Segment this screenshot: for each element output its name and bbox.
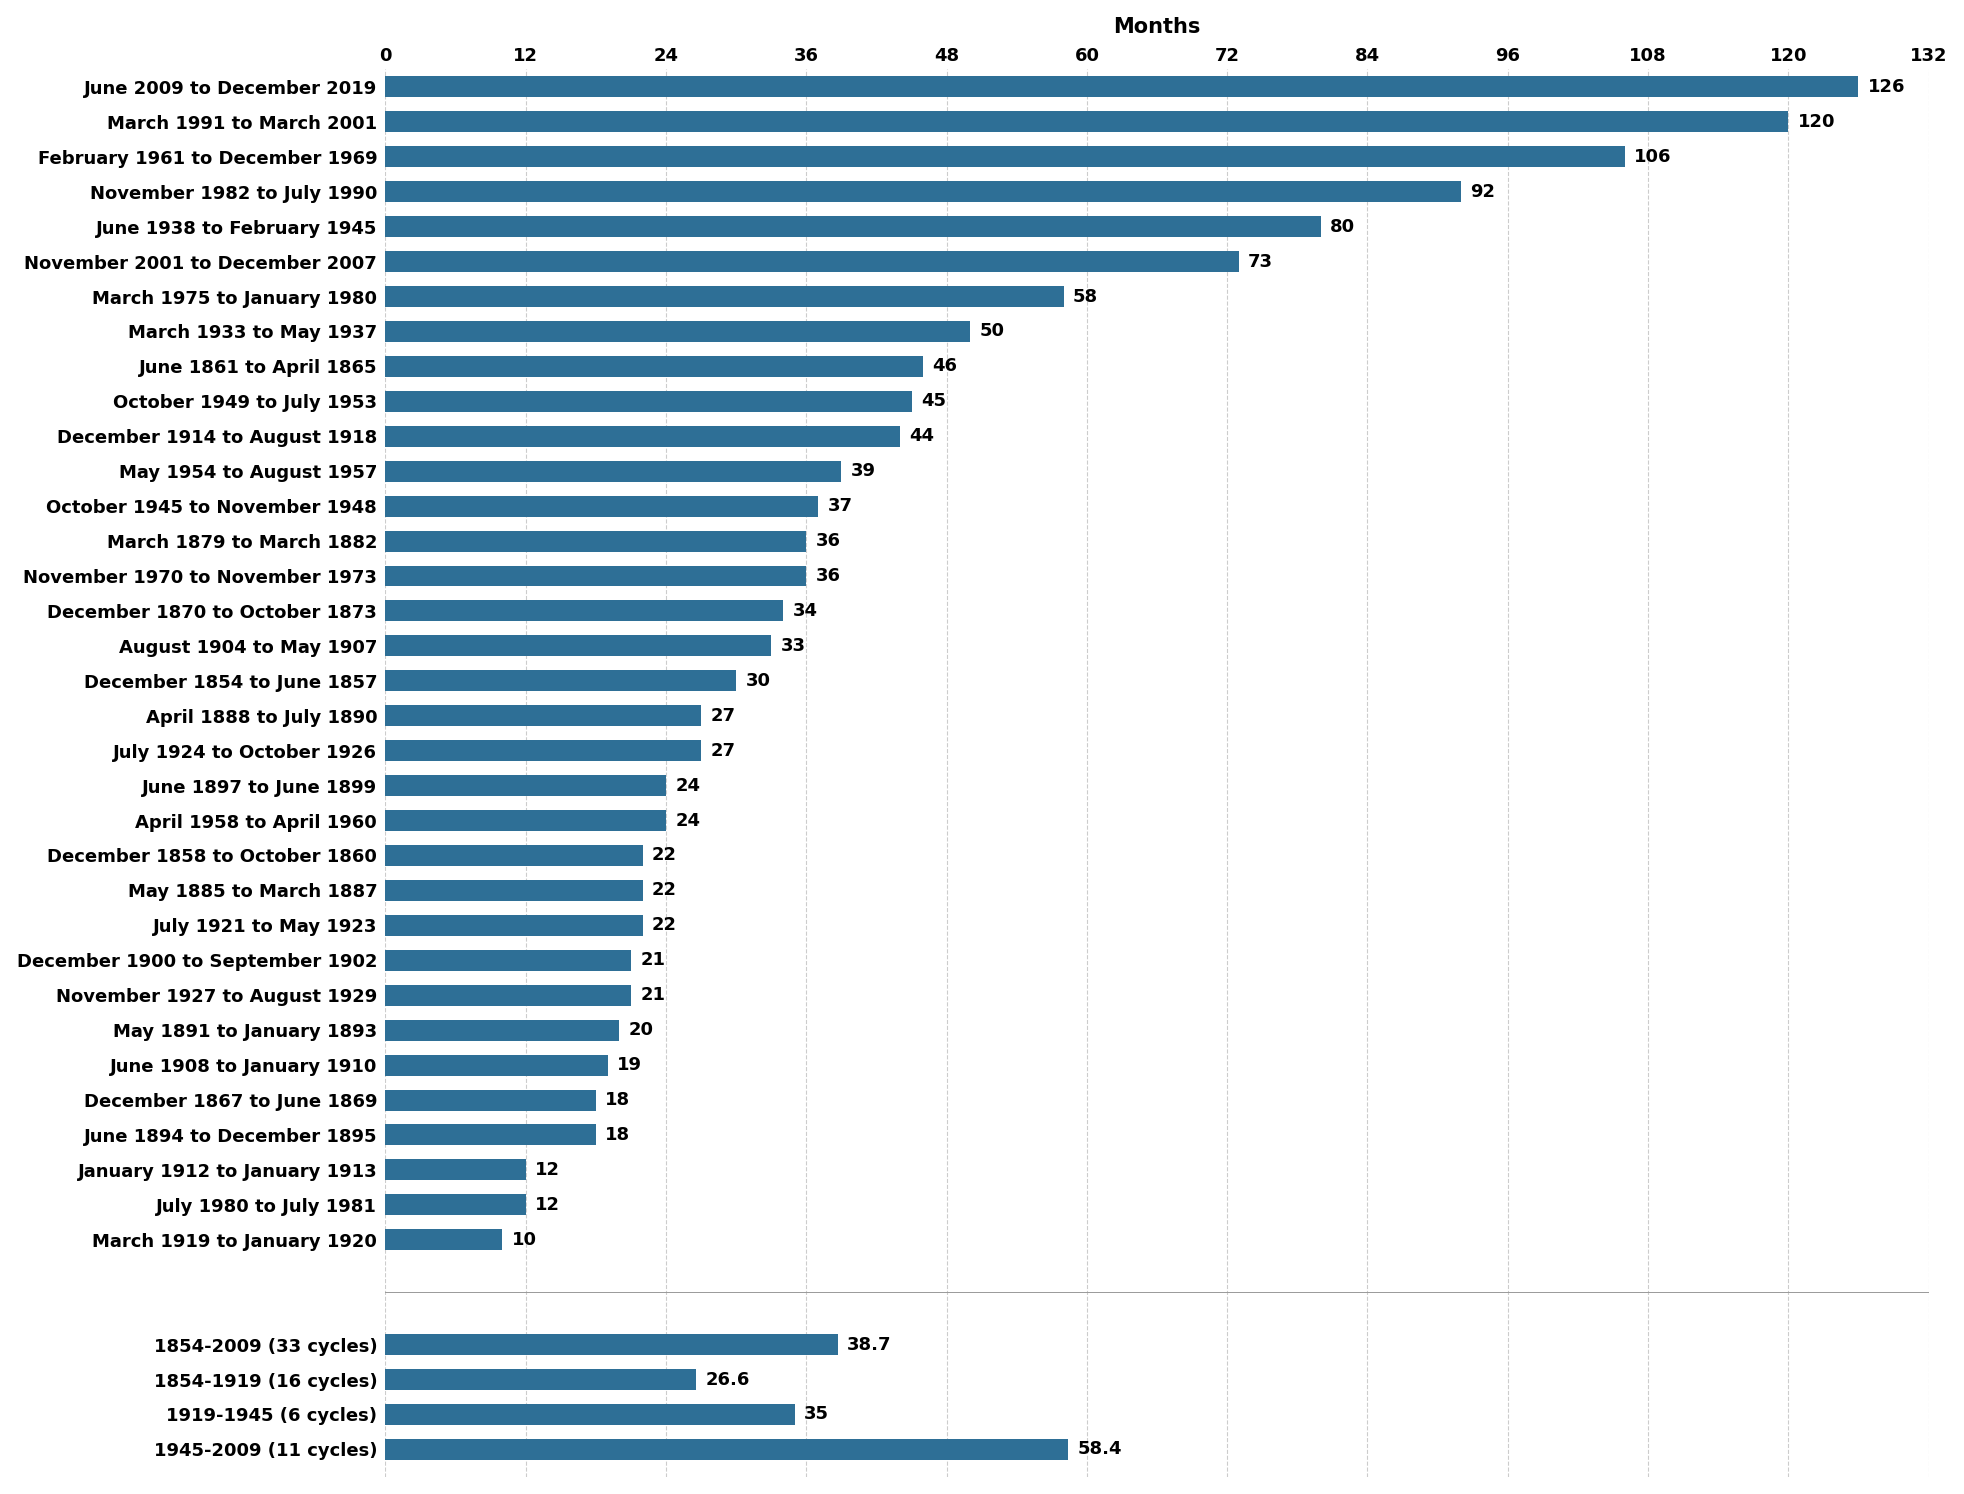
Bar — [385, 217, 1320, 238]
Text: 39: 39 — [850, 462, 876, 480]
Bar — [385, 112, 1789, 133]
Bar — [385, 1159, 526, 1180]
Text: 22: 22 — [652, 916, 678, 934]
Bar — [385, 985, 630, 1005]
Text: 73: 73 — [1249, 252, 1273, 270]
Bar — [385, 460, 841, 481]
Bar — [385, 146, 1624, 167]
Bar — [385, 496, 819, 517]
Text: 27: 27 — [711, 707, 735, 725]
Text: 37: 37 — [827, 498, 852, 515]
Text: 30: 30 — [746, 672, 770, 690]
Bar — [385, 705, 701, 726]
Text: 33: 33 — [780, 636, 805, 654]
Text: 36: 36 — [815, 568, 841, 586]
Bar — [385, 1334, 839, 1355]
Text: 18: 18 — [605, 1091, 630, 1109]
Bar — [385, 391, 911, 412]
Bar — [385, 950, 630, 971]
Text: 45: 45 — [921, 393, 947, 411]
Text: 18: 18 — [605, 1126, 630, 1144]
Text: 26.6: 26.6 — [705, 1370, 750, 1388]
Bar — [385, 1055, 607, 1076]
Bar — [385, 635, 772, 656]
Bar — [385, 566, 807, 587]
Text: 80: 80 — [1330, 218, 1355, 236]
Bar — [385, 1369, 697, 1389]
Text: 120: 120 — [1797, 114, 1834, 131]
Bar — [385, 810, 666, 831]
Bar — [385, 530, 807, 551]
Text: 106: 106 — [1634, 148, 1671, 166]
Text: 24: 24 — [676, 777, 701, 795]
Text: 24: 24 — [676, 811, 701, 829]
Text: 27: 27 — [711, 741, 735, 759]
Bar — [385, 775, 666, 796]
Bar — [385, 1439, 1068, 1460]
Bar — [385, 285, 1064, 306]
Text: 10: 10 — [513, 1231, 536, 1249]
Bar — [385, 1125, 595, 1146]
Text: 22: 22 — [652, 881, 678, 899]
Bar — [385, 356, 923, 376]
Bar — [385, 846, 642, 867]
Bar — [385, 601, 784, 622]
Text: 19: 19 — [617, 1056, 642, 1074]
Text: 58.4: 58.4 — [1078, 1440, 1121, 1458]
Text: 12: 12 — [534, 1161, 560, 1179]
Bar — [385, 1230, 503, 1250]
Text: 92: 92 — [1471, 182, 1495, 200]
Text: 58: 58 — [1072, 287, 1098, 305]
Bar — [385, 1194, 526, 1215]
Text: 46: 46 — [933, 357, 958, 375]
Bar — [385, 181, 1461, 202]
Bar — [385, 1020, 619, 1041]
Bar — [385, 426, 900, 447]
Text: 22: 22 — [652, 847, 678, 865]
Text: 21: 21 — [640, 986, 666, 1004]
Text: 36: 36 — [815, 532, 841, 550]
Bar — [385, 251, 1239, 272]
Bar — [385, 76, 1858, 97]
X-axis label: Months: Months — [1114, 16, 1200, 37]
Bar — [385, 1404, 795, 1425]
Bar — [385, 671, 736, 692]
Text: 44: 44 — [909, 427, 935, 445]
Bar — [385, 880, 642, 901]
Text: 34: 34 — [791, 602, 817, 620]
Text: 35: 35 — [803, 1406, 829, 1424]
Bar — [385, 740, 701, 760]
Bar — [385, 321, 970, 342]
Text: 20: 20 — [628, 1022, 654, 1040]
Text: 38.7: 38.7 — [846, 1336, 892, 1354]
Bar — [385, 1089, 595, 1110]
Text: 50: 50 — [980, 323, 1004, 341]
Text: 21: 21 — [640, 952, 666, 970]
Bar — [385, 914, 642, 935]
Text: 12: 12 — [534, 1195, 560, 1213]
Text: 126: 126 — [1868, 78, 1905, 96]
